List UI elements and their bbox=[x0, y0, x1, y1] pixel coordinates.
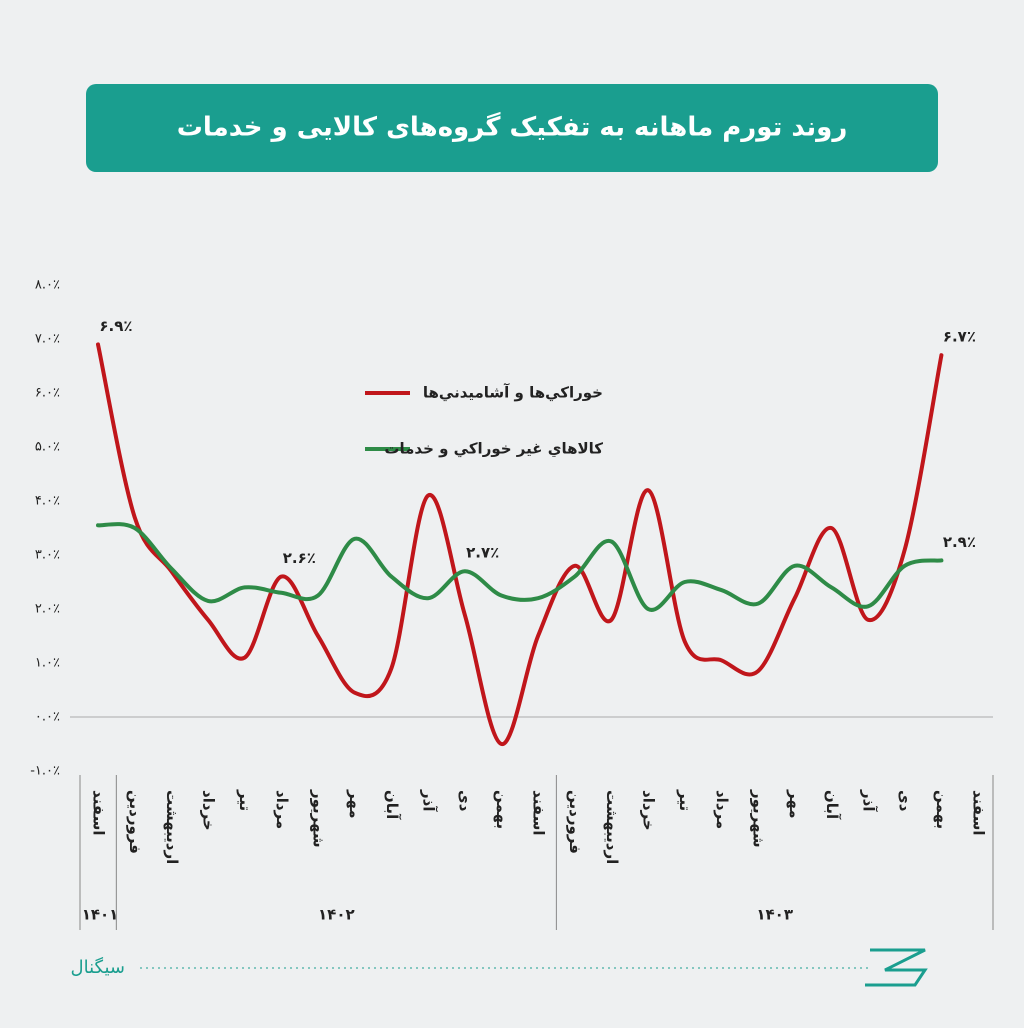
x-tick-label: مهر bbox=[786, 789, 804, 819]
x-tick-label: آذر bbox=[420, 789, 438, 812]
y-tick-label: ۱.۰٪ bbox=[35, 656, 60, 671]
title-box bbox=[86, 84, 938, 172]
x-tick-label: اسفند bbox=[530, 790, 548, 835]
x-tick-label: اسفند bbox=[970, 790, 988, 835]
x-group-label: ۱۴۰۱ bbox=[82, 906, 119, 924]
chart-title: روند تورم ماهانه به تفکیک گروه‌های کالای… bbox=[177, 112, 848, 143]
x-tick-label: شهریور bbox=[750, 789, 768, 848]
y-tick-label: ۷.۰٪ bbox=[35, 332, 60, 347]
x-group-label: ۱۴۰۲ bbox=[318, 906, 355, 924]
y-tick-label: ۶.۰٪ bbox=[35, 386, 60, 401]
x-tick-label: فروردین bbox=[566, 790, 584, 854]
brand-logo bbox=[865, 948, 928, 987]
x-tick-label: اردیبهشت bbox=[163, 790, 181, 864]
x-tick-label: آبان bbox=[823, 790, 841, 820]
legend-label: خوراكي‌ها و آشاميدني‌ها bbox=[423, 384, 603, 402]
data-label: ۲.۷٪ bbox=[466, 544, 499, 562]
x-tick-label: اردیبهشت bbox=[603, 790, 621, 864]
x-tick-label: تیر bbox=[676, 789, 694, 811]
x-tick-label: تیر bbox=[236, 789, 254, 811]
y-tick-label: ۲.۰٪ bbox=[35, 602, 60, 617]
x-tick-label: آبان bbox=[383, 790, 401, 820]
x-tick-label: مهر bbox=[346, 789, 364, 819]
data-label: ۲.۶٪ bbox=[283, 549, 316, 567]
series-line bbox=[96, 342, 944, 746]
x-tick-label: دی bbox=[896, 790, 914, 812]
x-tick-label: مرداد bbox=[273, 790, 291, 829]
x-tick-label: اسفند bbox=[90, 790, 108, 835]
x-tick-label: فروردین bbox=[126, 790, 144, 854]
x-tick-label: خرداد bbox=[200, 790, 218, 831]
x-tick-label: دی bbox=[456, 790, 474, 812]
data-label: ۶.۹٪ bbox=[99, 317, 132, 335]
series-line bbox=[96, 522, 944, 612]
y-tick-label: ۸.۰٪ bbox=[35, 278, 60, 293]
x-group-label: ۱۴۰۳ bbox=[756, 906, 793, 924]
legend-label: كالاهاي غير خوراكي و خدمات bbox=[384, 440, 603, 459]
data-label: ۶.۷٪ bbox=[943, 328, 976, 346]
x-tick-label: آذر bbox=[860, 789, 878, 812]
x-tick-label: خرداد bbox=[640, 790, 658, 831]
x-tick-label: مرداد bbox=[713, 790, 731, 829]
x-tick-label: بهمن bbox=[933, 790, 951, 829]
brand: سیگنال bbox=[71, 956, 125, 978]
y-tick-label: ۰.۰٪ bbox=[35, 710, 60, 725]
y-tick-label: -۱.۰٪ bbox=[30, 764, 60, 779]
data-label: ۲.۹٪ bbox=[943, 533, 976, 551]
x-tick-label: شهریور bbox=[310, 789, 328, 848]
y-tick-label: ۳.۰٪ bbox=[35, 548, 60, 563]
y-tick-label: ۴.۰٪ bbox=[35, 494, 60, 509]
y-tick-label: ۵.۰٪ bbox=[35, 440, 60, 455]
x-tick-label: بهمن bbox=[493, 790, 511, 829]
